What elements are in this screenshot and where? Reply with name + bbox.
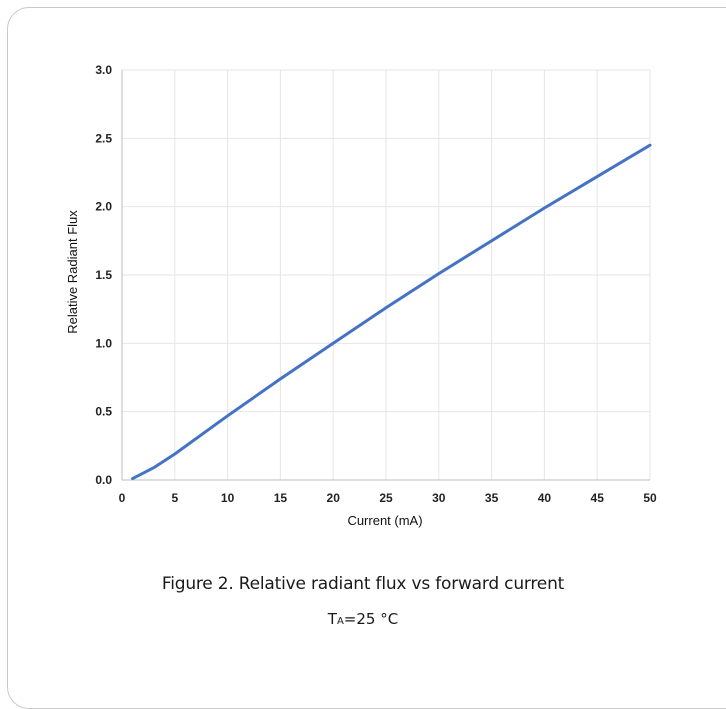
y-tick-labels: 0.0 0.5 1.0 1.5 2.0 2.5 3.0 — [95, 63, 112, 487]
x-tick-label: 40 — [538, 491, 552, 505]
x-tick-label: 45 — [591, 491, 605, 505]
x-tick-label: 50 — [643, 491, 657, 505]
y-tick-label: 1.0 — [95, 336, 112, 350]
y-tick-label: 3.0 — [95, 63, 112, 77]
condition-value: =25 °C — [343, 610, 399, 628]
y-tick-label: 2.0 — [95, 200, 112, 214]
x-tick-label: 15 — [274, 491, 288, 505]
figure-card — [7, 7, 726, 709]
x-tick-label: 35 — [485, 491, 499, 505]
condition-symbol: T — [327, 610, 337, 628]
series — [131, 143, 652, 481]
temperature-condition: TA=25 °C — [0, 610, 726, 628]
condition-subscript: A — [336, 616, 344, 627]
x-tick-label: 20 — [327, 491, 341, 505]
x-tick-label: 5 — [171, 491, 178, 505]
x-tick-labels: 0 5 10 15 20 25 30 35 40 45 50 — [119, 491, 657, 505]
y-tick-label: 2.5 — [95, 131, 112, 145]
y-tick-label: 1.5 — [95, 268, 112, 282]
grid-lines — [122, 69, 651, 480]
y-tick-label: 0.0 — [95, 473, 112, 487]
x-tick-label: 30 — [432, 491, 446, 505]
y-tick-label: 0.5 — [95, 405, 112, 419]
x-axis-title: Current (mA) — [347, 513, 422, 528]
line-chart: 0 5 10 15 20 25 30 35 40 45 50 0.0 0.5 1.0 1.5 2.0 2.5 3… — [65, 63, 657, 528]
y-axis-title: Relative Radiant Flux — [65, 210, 80, 334]
series-line — [131, 143, 652, 481]
x-tick-label: 0 — [119, 491, 126, 505]
x-tick-label: 25 — [379, 491, 393, 505]
axes — [121, 70, 650, 481]
x-tick-label: 10 — [221, 491, 235, 505]
figure-caption: Figure 2. Relative radiant flux vs forwa… — [161, 574, 565, 594]
